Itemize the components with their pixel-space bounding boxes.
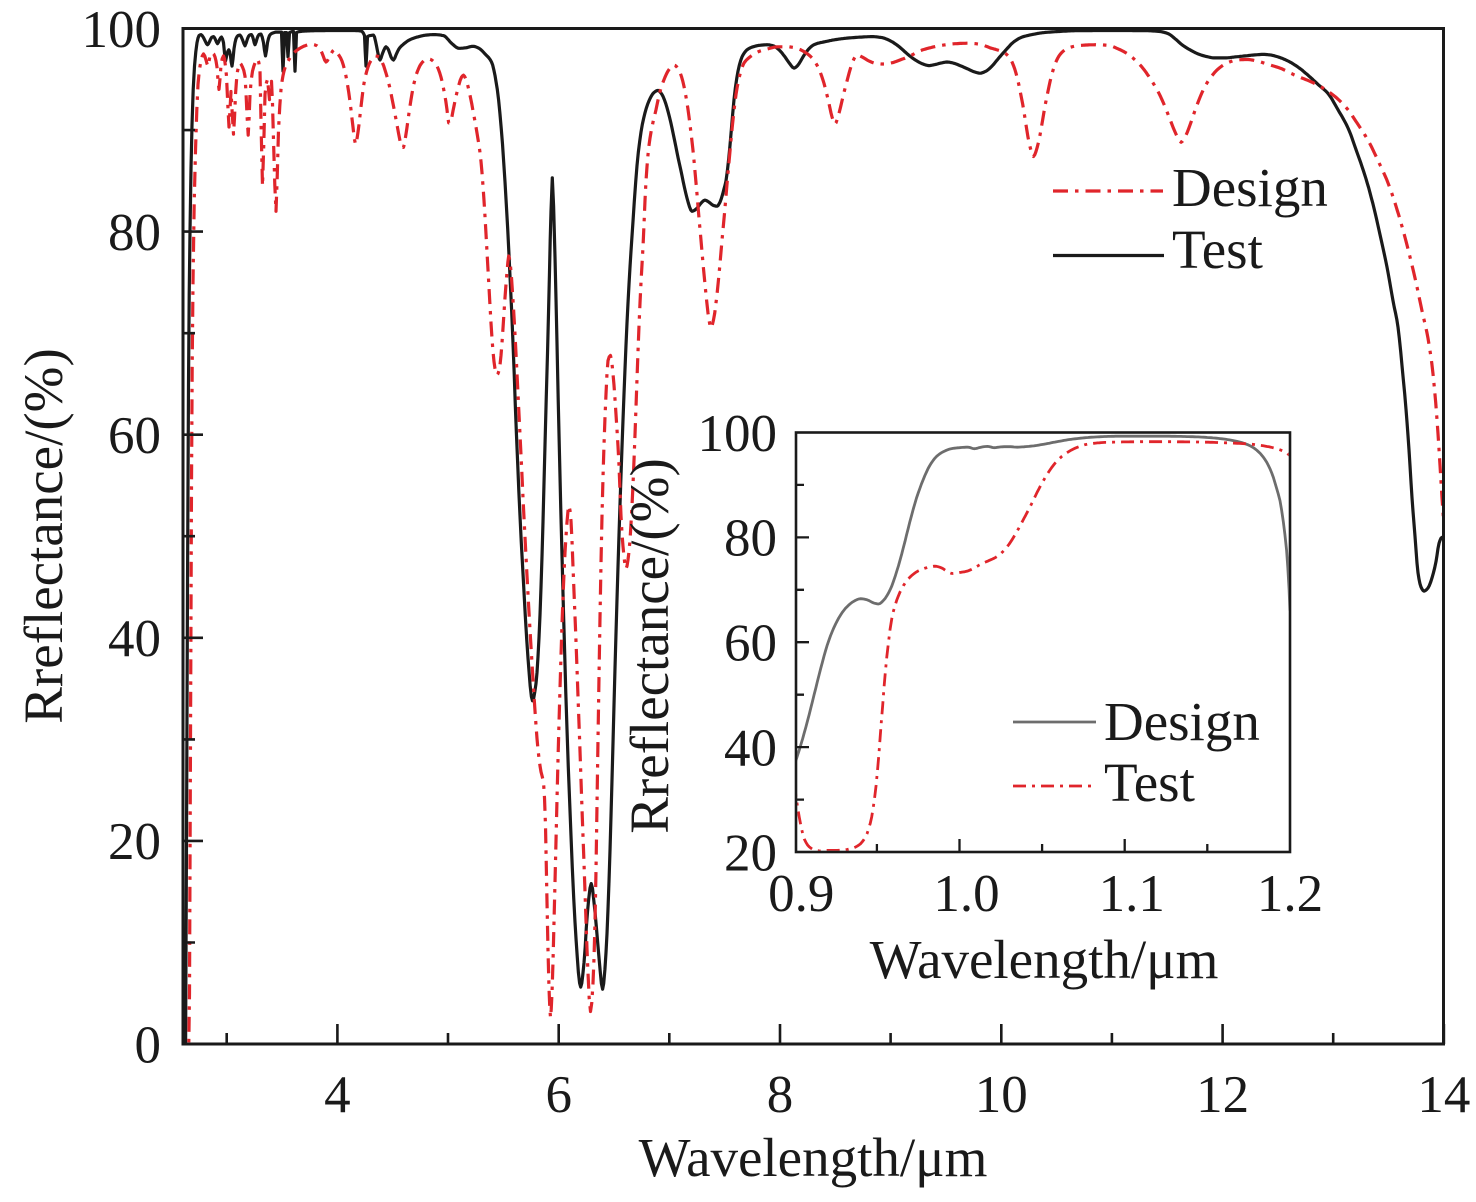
svg-text:20: 20 <box>724 824 777 882</box>
svg-text:Design: Design <box>1172 157 1328 218</box>
svg-text:Test: Test <box>1172 219 1263 280</box>
svg-text:14: 14 <box>1417 1066 1470 1124</box>
svg-text:10: 10 <box>975 1066 1028 1124</box>
svg-text:Rreflectance/(%): Rreflectance/(%) <box>13 348 74 724</box>
svg-text:12: 12 <box>1196 1066 1249 1124</box>
svg-text:60: 60 <box>724 614 777 672</box>
svg-text:80: 80 <box>724 510 777 568</box>
svg-text:8: 8 <box>767 1066 794 1124</box>
svg-text:60: 60 <box>108 407 161 465</box>
svg-text:100: 100 <box>698 405 778 463</box>
svg-text:4: 4 <box>324 1066 351 1124</box>
svg-text:0.9: 0.9 <box>768 865 834 923</box>
svg-text:1.1: 1.1 <box>1099 865 1165 923</box>
svg-text:6: 6 <box>545 1066 572 1124</box>
svg-text:Design: Design <box>1104 691 1260 752</box>
svg-text:Wavelength/μm: Wavelength/μm <box>870 929 1219 990</box>
svg-text:Rreflectance/(%): Rreflectance/(%) <box>619 458 680 834</box>
svg-text:40: 40 <box>724 719 777 777</box>
svg-text:40: 40 <box>108 610 161 668</box>
svg-text:100: 100 <box>82 1 162 59</box>
svg-text:80: 80 <box>108 204 161 262</box>
svg-text:0: 0 <box>135 1016 162 1074</box>
svg-text:1.0: 1.0 <box>933 865 999 923</box>
svg-text:Wavelength/μm: Wavelength/μm <box>639 1127 988 1188</box>
svg-text:Test: Test <box>1104 752 1195 813</box>
svg-text:1.2: 1.2 <box>1257 865 1323 923</box>
svg-text:20: 20 <box>108 813 161 871</box>
